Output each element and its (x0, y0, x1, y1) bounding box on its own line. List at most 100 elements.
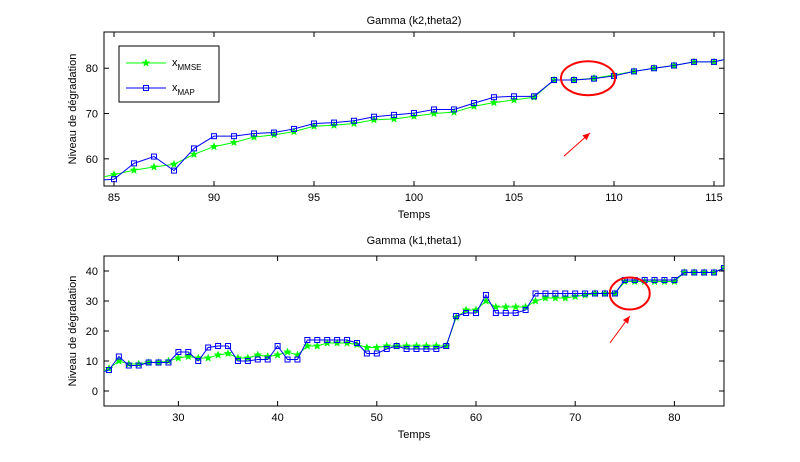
top-map-point (191, 145, 197, 152)
bottom-map-point (592, 290, 599, 297)
bottom-y-tick-label: 40 (86, 266, 98, 278)
bottom-map-point (611, 290, 618, 297)
top-map-point (732, 55, 737, 60)
top-mmse-point (209, 142, 219, 151)
bottom-map-point (195, 358, 202, 364)
bottom-mmse-point (362, 343, 372, 352)
bottom-map-point (393, 343, 400, 349)
top-map-point (211, 133, 217, 140)
top-mmse-point (731, 54, 738, 61)
bottom-map-point (601, 290, 608, 297)
bottom-map-point (314, 337, 321, 343)
bottom-axes-box (103, 255, 725, 407)
bottom-mmse-point (203, 353, 213, 362)
bottom-map-point (512, 310, 519, 316)
bottom-map-point (562, 290, 569, 297)
top-map-point (451, 106, 457, 113)
top-highlight-arrowhead (582, 133, 590, 141)
bottom-plot-area (96, 263, 724, 376)
top-map-point (171, 167, 177, 174)
bottom-map-point (324, 337, 331, 343)
bottom-y-tick-label: 0 (92, 386, 98, 398)
bottom-map-point (413, 346, 420, 352)
top-map-point (251, 130, 257, 137)
top-map-point (391, 111, 397, 118)
bottom-mmse-point (461, 305, 471, 314)
top-mmse-point (169, 159, 179, 168)
top-map-point (631, 68, 637, 75)
bottom-map-point (502, 310, 509, 316)
bottom-chart-title: Gamma (k1,theta1) (367, 235, 462, 247)
top-x-tick-label: 115 (705, 192, 723, 204)
bottom-map-point (334, 337, 341, 343)
legend-mmse-label: xMMSE (172, 57, 202, 72)
bottom-map-point (522, 307, 529, 313)
bottom-mmse-point (243, 353, 253, 362)
bottom-map-point (701, 269, 708, 276)
top-x-tick-label: 100 (405, 192, 423, 204)
bottom-map-point (492, 310, 499, 316)
bottom-map-point (185, 349, 192, 355)
bottom-mmse-point (184, 352, 193, 361)
bottom-map-point (373, 350, 380, 357)
top-mmse-point (189, 149, 199, 158)
bottom-x-tick-label: 30 (172, 412, 184, 424)
bottom-map-point (254, 356, 261, 363)
top-subplot: Gamma (k2,theta2) 85 90 95 100 105 110 115 60 70… (67, 15, 738, 221)
bottom-x-tick-label: 50 (371, 412, 383, 424)
legend: xMMSE xMAP (118, 45, 220, 103)
bottom-map-point (125, 362, 132, 369)
legend-box (118, 45, 220, 103)
top-map-point (651, 65, 657, 72)
top-map-point (131, 160, 137, 167)
bottom-mmse-point (541, 293, 550, 302)
top-map-point (591, 75, 597, 82)
top-map-point (691, 58, 697, 65)
bottom-map-point (473, 310, 479, 316)
bottom-mmse-point (432, 341, 441, 350)
bottom-map-point (482, 292, 489, 298)
bottom-mmse-point (213, 350, 223, 359)
top-map-point (331, 119, 337, 126)
bottom-mmse-point (372, 343, 381, 352)
bottom-map-point (215, 343, 222, 349)
bottom-map-point (264, 356, 271, 363)
bottom-map-point (661, 277, 668, 283)
bottom-y-axis-label: Niveau de dégradation (67, 276, 79, 387)
bottom-map-point (344, 337, 351, 343)
bottom-highlight-ellipse (608, 276, 651, 311)
bottom-map-point (205, 344, 212, 351)
bottom-mmse-point (283, 347, 292, 356)
bottom-map-point (155, 359, 162, 366)
top-map-point (351, 117, 357, 124)
top-mmse-point (489, 98, 499, 107)
top-map-point (711, 58, 717, 65)
bottom-map-point (294, 356, 301, 363)
top-map-point (291, 125, 297, 132)
top-map-point (471, 100, 477, 107)
bottom-series-map-line (104, 267, 724, 373)
bottom-map-point (115, 353, 122, 360)
bottom-mmse-point (531, 296, 540, 305)
bottom-mmse-point (313, 341, 322, 350)
top-y-tick-label: 70 (86, 109, 98, 121)
top-highlight-ellipse (560, 60, 616, 97)
bottom-x-tick-label: 60 (470, 412, 482, 424)
bottom-mmse-point (96, 369, 103, 376)
bottom-map-point (304, 337, 311, 343)
bottom-mmse-point (223, 349, 233, 358)
top-x-tick-label: 110 (605, 192, 623, 204)
top-mmse-point (129, 165, 139, 174)
bottom-map-point (363, 350, 370, 357)
bottom-series-map-markers (105, 265, 724, 373)
bottom-subplot: Gamma (k1,theta1) 30 40 50 60 70 80010203040 … (67, 235, 725, 441)
bottom-map-point (532, 290, 539, 297)
top-x-tick-label: 90 (208, 192, 220, 204)
top-map-point (92, 178, 97, 183)
bottom-map-point (244, 358, 251, 364)
top-map-point (551, 77, 557, 84)
top-map-point (271, 129, 277, 136)
bottom-map-point (443, 343, 450, 349)
top-mmse-point (91, 175, 98, 182)
bottom-mmse-point (273, 350, 282, 359)
